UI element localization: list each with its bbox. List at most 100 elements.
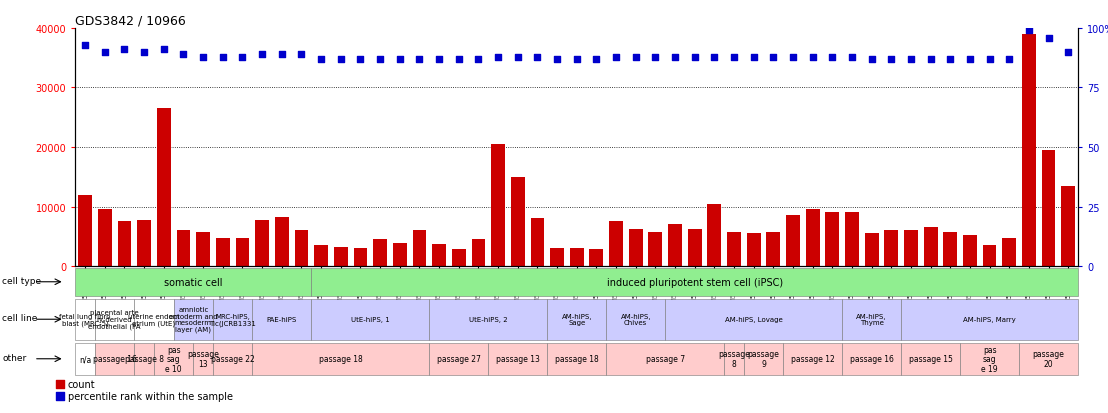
Text: somatic cell: somatic cell [164,277,223,287]
Point [922,57,940,63]
Point [371,57,389,63]
Bar [216,238,229,266]
Bar [963,235,977,266]
Bar [884,231,899,266]
Point [273,52,290,58]
Point [666,54,684,61]
Bar [75,299,95,340]
Text: passage 16: passage 16 [850,354,893,363]
Bar [743,343,783,375]
Text: AM-hiPS, Lovage: AM-hiPS, Lovage [725,316,782,323]
Bar [79,195,92,266]
Bar [95,343,134,375]
Point [283,231,300,238]
Point [725,54,742,61]
Point [351,57,369,63]
Bar [213,299,253,340]
Point [411,57,429,63]
Text: passage 18: passage 18 [555,354,598,363]
Bar [236,238,249,266]
Bar [429,343,489,375]
Bar [193,343,213,375]
Text: passage 22: passage 22 [211,354,255,363]
Text: AM-hiPS,
Thyme: AM-hiPS, Thyme [856,313,886,326]
Text: uterine endom
etrium (UtE): uterine endom etrium (UtE) [129,313,179,326]
Bar [452,249,465,266]
Text: PAE-hiPS: PAE-hiPS [267,316,297,323]
Bar [134,299,174,340]
Point [784,54,802,61]
Point [1059,50,1077,56]
Bar [75,268,311,296]
Bar [429,299,547,340]
Text: MRC-hiPS,
Tic(JCRB1331: MRC-hiPS, Tic(JCRB1331 [209,313,256,326]
Text: induced pluripotent stem cell (iPSC): induced pluripotent stem cell (iPSC) [606,277,782,287]
Text: pas
sag
e 19: pas sag e 19 [982,345,998,373]
Bar [311,268,1078,296]
Text: passage 7: passage 7 [646,354,685,363]
Bar [432,244,445,266]
Text: passage
20: passage 20 [1033,349,1065,368]
Text: passage 8: passage 8 [125,354,164,363]
Text: passage 18: passage 18 [319,354,362,363]
Bar [961,343,1019,375]
Point [509,54,526,61]
Text: placental arte
ry-derived
endothelial (PA: placental arte ry-derived endothelial (P… [89,310,141,329]
Bar [725,343,743,375]
Point [607,54,625,61]
Bar [353,249,368,266]
Bar [315,246,328,266]
Bar [570,249,584,266]
Bar [1003,238,1016,266]
Point [312,57,330,63]
Point [981,57,998,63]
Text: passage 16: passage 16 [93,354,136,363]
Point [254,52,271,58]
Bar [154,343,193,375]
Text: passage
8: passage 8 [718,349,750,368]
Point [76,42,94,49]
Bar [1042,151,1056,266]
Text: n/a: n/a [79,354,91,363]
Bar [842,343,901,375]
Bar [1022,35,1036,266]
Point [194,54,212,61]
Bar [547,343,606,375]
Bar [842,299,901,340]
Bar [589,250,603,266]
Text: percentile rank within the sample: percentile rank within the sample [68,391,233,401]
Bar [511,177,524,266]
Point [155,47,173,54]
Bar [531,219,544,266]
Bar [134,343,154,375]
Bar [547,299,606,340]
Text: other: other [2,353,27,362]
Bar [668,225,681,266]
Point [450,57,468,63]
Bar [412,231,427,266]
Bar [551,249,564,266]
Text: fetal lung fibro
blast (MRC-5): fetal lung fibro blast (MRC-5) [60,313,111,326]
Bar [1019,343,1078,375]
Bar [295,231,308,266]
Point [627,54,645,61]
Bar [606,299,665,340]
Bar [196,232,211,266]
Text: AM-hiPS,
Chives: AM-hiPS, Chives [620,313,650,326]
Text: pas
sag
e 10: pas sag e 10 [165,345,182,373]
Bar [806,210,820,266]
Point [587,57,605,63]
Text: passage 13: passage 13 [495,354,540,363]
Bar [904,231,917,266]
Text: passage 12: passage 12 [791,354,834,363]
Text: passage 27: passage 27 [437,354,481,363]
Text: cell line: cell line [2,313,38,322]
Bar [393,244,407,266]
Point [765,54,782,61]
Bar [334,247,348,266]
Bar [901,343,961,375]
Point [1039,35,1057,42]
Point [548,57,566,63]
Point [863,57,881,63]
Point [529,54,546,61]
